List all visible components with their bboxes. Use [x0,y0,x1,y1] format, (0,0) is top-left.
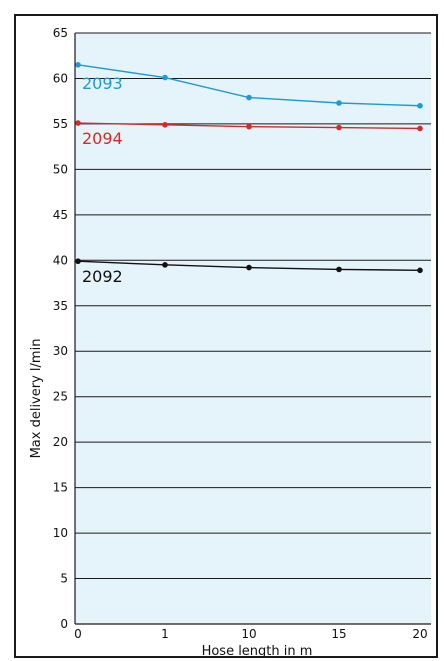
x-tick-label: 1 [161,627,169,641]
data-point-2092-20 [417,267,423,274]
x-tick-label: 20 [412,627,427,641]
data-point-2094-1 [162,122,168,128]
y-tick-label: 25 [53,390,68,404]
data-point-2094-15 [336,124,342,131]
data-point-2093-1 [162,74,168,81]
data-point-2094-20 [417,125,423,132]
plot-area [75,33,431,624]
y-tick-label: 40 [53,253,68,267]
data-point-2094-0 [75,120,81,126]
y-axis-title: Max delivery l/min [29,339,44,459]
y-tick-label: 10 [53,526,68,540]
x-tick-label: 10 [241,627,256,641]
x-axis-title: Hose length in m [202,644,313,659]
series-layer: 2093 2094 2092 [75,62,423,286]
series-label-2094: 2094 [82,129,123,148]
y-tick-label: 5 [60,572,68,586]
y-tick-label: 20 [53,435,68,449]
data-point-2094-10 [246,123,252,130]
data-point-2092-1 [162,262,168,268]
series-2094: 2094 [75,120,423,148]
data-point-2093-10 [246,94,252,101]
y-tick-label: 0 [60,617,68,631]
data-point-2092-0 [75,258,81,265]
series-2092: 2092 [75,258,423,286]
data-point-2093-20 [417,102,423,109]
x-tick-label: 15 [331,627,346,641]
y-tick-label: 45 [53,208,68,222]
y-tick-label: 15 [53,481,68,495]
y-tick-label: 60 [53,71,68,85]
data-point-2093-0 [75,62,81,68]
y-tick-label: 30 [53,344,68,358]
y-tick-label: 55 [53,117,68,131]
x-axis-ticks: 0 1 10 15 20 [74,627,427,641]
data-point-2093-15 [336,100,342,106]
series-label-2092: 2092 [82,267,123,286]
y-tick-label: 50 [53,162,68,176]
y-axis-ticks: 0 5 10 15 20 25 30 35 40 45 50 55 60 65 [53,26,68,631]
y-tick-label: 35 [53,299,68,313]
x-tick-label: 0 [74,627,82,641]
series-2093: 2093 [75,62,423,109]
y-tick-label: 65 [53,26,68,40]
series-label-2093: 2093 [82,74,123,93]
data-point-2092-15 [336,266,342,273]
data-point-2092-10 [246,264,252,271]
